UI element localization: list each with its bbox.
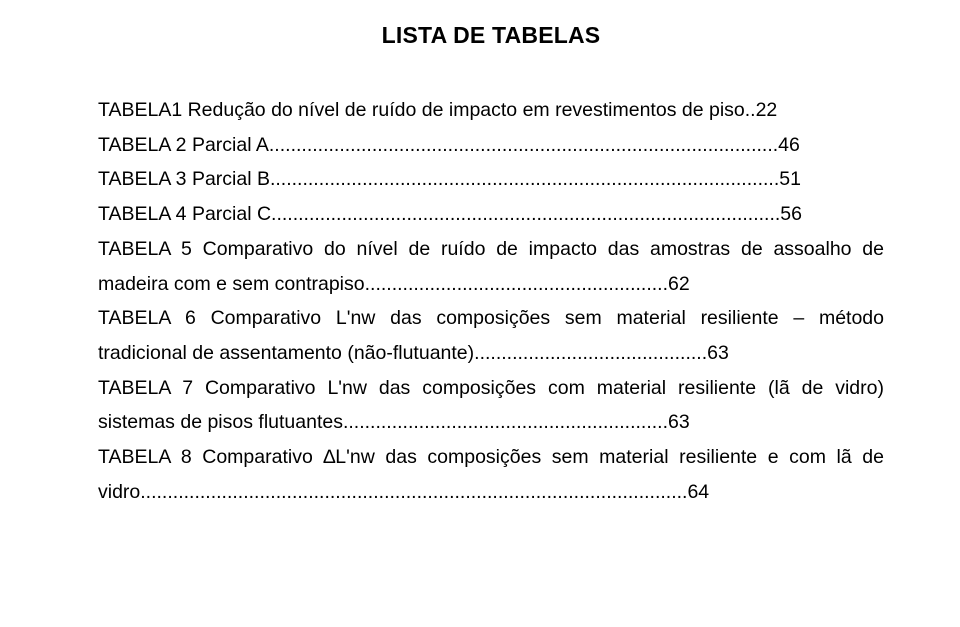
toc-entry: TABELA 5 Comparativo do nível de ruído d…: [98, 232, 884, 301]
page-title: LISTA DE TABELAS: [98, 22, 884, 49]
document-page: LISTA DE TABELAS TABELA1 Redução do níve…: [0, 0, 960, 509]
toc-entry: TABELA 8 Comparativo ∆L'nw das composiçõ…: [98, 440, 884, 509]
toc-entry: TABELA 6 Comparativo L'nw das composiçõe…: [98, 301, 884, 370]
toc-entry: TABELA 3 Parcial B......................…: [98, 162, 884, 197]
toc-entry: TABELA 7 Comparativo L'nw das composiçõe…: [98, 371, 884, 440]
toc-entry: TABELA 4 Parcial C......................…: [98, 197, 884, 232]
toc-entry: TABELA1 Redução do nível de ruído de imp…: [98, 93, 884, 128]
toc-entry: TABELA 2 Parcial A......................…: [98, 128, 884, 163]
